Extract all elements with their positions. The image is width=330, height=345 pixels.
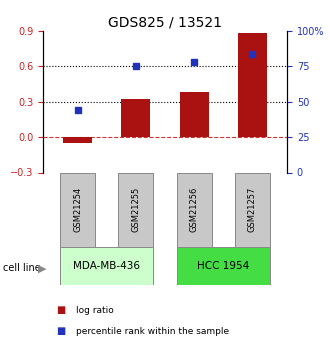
Text: MDA-MB-436: MDA-MB-436	[73, 261, 140, 270]
Text: GSM21256: GSM21256	[189, 187, 199, 232]
Text: GSM21254: GSM21254	[73, 187, 82, 232]
Text: cell line: cell line	[3, 264, 41, 273]
Text: log ratio: log ratio	[76, 306, 114, 315]
Bar	[177, 172, 212, 247]
Bar	[180, 92, 209, 137]
Title: GDS825 / 13521: GDS825 / 13521	[108, 16, 222, 30]
Bar	[177, 247, 270, 285]
Text: GSM21257: GSM21257	[248, 187, 257, 232]
Text: ▶: ▶	[38, 264, 47, 273]
Text: ■: ■	[56, 306, 65, 315]
Bar	[238, 33, 267, 137]
Bar	[63, 137, 92, 143]
Text: percentile rank within the sample: percentile rank within the sample	[76, 327, 229, 336]
Text: GSM21255: GSM21255	[131, 187, 141, 232]
Bar	[60, 172, 95, 247]
Text: ■: ■	[56, 326, 65, 336]
Bar	[121, 99, 150, 137]
Bar	[60, 247, 153, 285]
Bar	[235, 172, 270, 247]
Text: HCC 1954: HCC 1954	[197, 261, 249, 270]
Bar	[118, 172, 153, 247]
